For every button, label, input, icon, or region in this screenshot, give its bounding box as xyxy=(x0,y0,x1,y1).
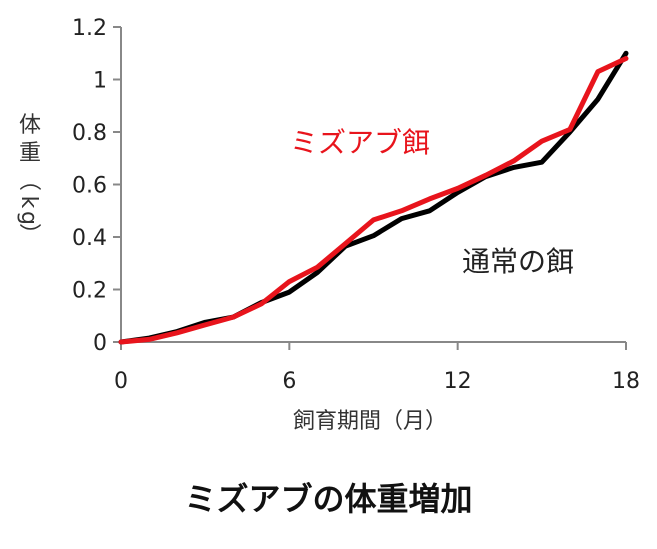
x-tick-label: 0 xyxy=(114,369,128,394)
x-tick-label: 6 xyxy=(282,369,296,394)
series-layer xyxy=(118,50,629,345)
x-ticks: 0 6 12 18 xyxy=(114,342,640,394)
y-ticks: 0 0.2 0.4 0.6 0.8 1 1.2 xyxy=(72,16,121,356)
x-tick-label: 18 xyxy=(612,369,640,394)
y-tick-label: 1.2 xyxy=(72,16,107,41)
y-tick-label: 0.8 xyxy=(72,121,107,146)
y-axis-title-char: k xyxy=(16,196,41,209)
y-tick-label: 0.6 xyxy=(72,174,107,199)
y-axis-title-char: g xyxy=(16,211,41,225)
y-axis-title-char: 体 xyxy=(19,113,41,138)
y-axis-title-char: ） xyxy=(16,223,41,245)
chart-title: ミズアブの体重増加 xyxy=(184,480,473,518)
line-chart: 0 0.2 0.4 0.6 0.8 1 1.2 0 6 12 18 ミズアブ餌 通常の餌 飼育期間… xyxy=(16,16,640,434)
y-tick-label: 0 xyxy=(93,331,107,356)
y-tick-label: 0.4 xyxy=(72,226,107,251)
x-tick-label: 12 xyxy=(444,369,472,394)
y-axis-title-char: （ xyxy=(16,169,41,191)
y-axis-title: 体重 （ kg） xyxy=(16,113,41,245)
series-label-mizuabu: ミズアブ餌 xyxy=(290,126,430,159)
y-axis-title-char: 重 xyxy=(19,141,41,166)
y-tick-label: 1 xyxy=(93,69,107,94)
series-line-normal xyxy=(118,50,629,345)
y-tick-label: 0.2 xyxy=(72,279,107,304)
series-label-normal: 通常の餌 xyxy=(462,245,574,278)
axes xyxy=(120,27,626,343)
series-line-mizuabu xyxy=(118,56,629,345)
x-axis-title: 飼育期間（月） xyxy=(293,409,447,434)
